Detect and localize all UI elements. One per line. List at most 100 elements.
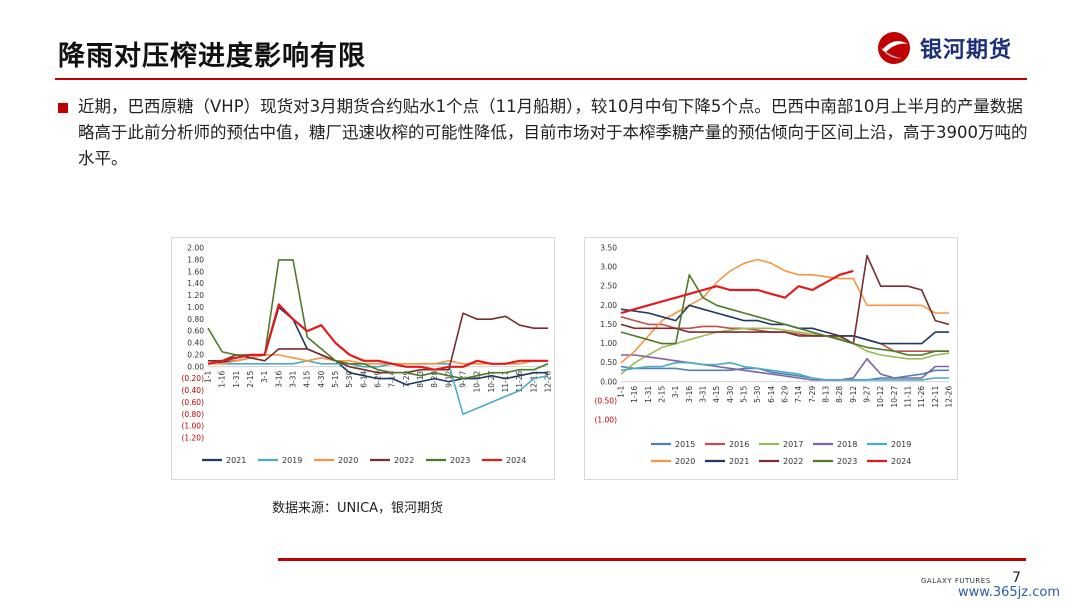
- x-tick-label: 11-26: [917, 386, 926, 408]
- x-tick-label: 9-27: [863, 386, 872, 403]
- y-tick-label: 1.00: [187, 303, 204, 312]
- legend-label: 2020: [675, 457, 695, 466]
- x-tick-label: 12-11: [931, 386, 940, 408]
- x-tick-label: 11-11: [501, 371, 510, 393]
- y-tick-label: 3.50: [600, 244, 617, 253]
- x-tick-label: 1-31: [232, 371, 241, 388]
- x-tick-label: 3-31: [289, 371, 298, 388]
- series-line-2023: [620, 274, 949, 356]
- legend-label: 2021: [729, 457, 749, 466]
- legend-label: 2019: [282, 456, 302, 465]
- galaxy-logo-icon: [878, 32, 910, 64]
- x-tick-label: 1-16: [218, 371, 227, 388]
- y-tick-label: 1.80: [187, 255, 204, 264]
- series-line-2024: [207, 303, 548, 371]
- series-line-2024: [620, 269, 854, 315]
- legend-label: 2023: [450, 456, 470, 465]
- y-tick-label: 3.00: [600, 263, 617, 272]
- x-tick-label: 12-26: [544, 371, 553, 393]
- page-title: 降雨对压榨进度影响有限: [58, 41, 366, 72]
- y-tick-label: (0.80): [181, 410, 204, 419]
- legend-label: 2023: [837, 457, 857, 466]
- x-tick-label: 11-26: [515, 371, 524, 393]
- x-tick-label: 1-31: [644, 386, 653, 403]
- chart-right-svg: 3.50 3.00 2.50 2.00 1.50 1.00 0.50 0.00 (0.50) (1…: [594, 244, 954, 467]
- x-tick-label: 10-27: [487, 371, 496, 393]
- legend-label: 2015: [675, 440, 695, 449]
- y-tick-label: 0.00: [600, 377, 617, 386]
- y-tick-label: 2.00: [187, 244, 204, 253]
- x-tick-label: 10-27: [890, 386, 899, 408]
- y-tick-label: 0.00: [187, 362, 204, 371]
- y-tick-label: 1.60: [187, 267, 204, 276]
- x-tick-label: 7-29: [402, 371, 411, 388]
- y-tick-label: 1.40: [187, 279, 204, 288]
- x-tick-label: 7-29: [808, 386, 817, 403]
- x-tick-label: 4-15: [303, 371, 312, 388]
- series-line-2020: [620, 258, 949, 364]
- x-tick-label: 4-30: [726, 386, 735, 403]
- bullet-text: 近期，巴西原糖（VHP）现货对3月期货合约贴水1个点（11月船期），较10月中旬…: [78, 97, 1028, 168]
- y-tick-label: 1.50: [600, 320, 617, 329]
- legend-label: 2017: [783, 440, 803, 449]
- x-tick-label: 3-31: [699, 386, 708, 403]
- bullet-marker: [58, 103, 68, 113]
- x-tick-label: 6-14: [767, 386, 776, 403]
- y-tick-label: (1.00): [594, 416, 617, 425]
- x-tick-label: 3-1: [260, 371, 269, 383]
- x-tick-label: 12-11: [529, 371, 538, 393]
- x-tick-label: 5-15: [331, 371, 340, 388]
- data-source: 数据来源：UNICA，银河期货: [272, 501, 444, 516]
- x-tick-label: 8-13: [416, 371, 425, 388]
- y-tick-label: (1.00): [181, 422, 204, 431]
- x-tick-label: 5-15: [740, 386, 749, 403]
- y-tick-label: (1.20): [181, 434, 204, 443]
- footer-brand: GALAXY FUTURES: [921, 577, 991, 585]
- y-tick-label: (0.50): [594, 396, 617, 405]
- title-divider: [55, 78, 1027, 80]
- series-line-2019: [208, 360, 549, 415]
- y-tick-label: 2.50: [600, 282, 617, 291]
- legend-label: 2020: [338, 456, 358, 465]
- legend-label: 2018: [837, 440, 857, 449]
- series-line-2019: [620, 361, 949, 381]
- x-tick-label: 5-30: [345, 371, 354, 388]
- legend-label: 2022: [394, 456, 414, 465]
- x-tick-label: 6-29: [781, 386, 790, 403]
- legend-label: 2022: [783, 457, 803, 466]
- x-tick-label: 6-14: [359, 371, 368, 388]
- x-tick-label: 4-30: [317, 371, 326, 388]
- y-tick-label: 0.20: [187, 350, 204, 359]
- x-tick-label: 5-30: [753, 386, 762, 403]
- series-line-2022: [620, 254, 950, 345]
- footer-divider: [278, 558, 1026, 561]
- chart-left: 2.00 1.80 1.60 1.40 1.20 1.00 0.80 0.60 0.40 0.20…: [171, 237, 555, 480]
- x-tick-label: 2-15: [246, 371, 255, 388]
- x-tick-label: 8-13: [822, 386, 831, 403]
- x-tick-label: 4-15: [712, 386, 721, 403]
- legend-label: 2019: [891, 440, 911, 449]
- legend-label: 2016: [729, 440, 749, 449]
- x-tick-label: 9-12: [444, 371, 453, 388]
- x-tick-label: 1-16: [630, 386, 639, 403]
- watermark: www.365jz.com: [958, 585, 1060, 600]
- series-line-2016: [620, 316, 949, 352]
- x-tick-label: 10-12: [473, 371, 482, 393]
- series-line-2018: [621, 354, 949, 381]
- y-tick-label: 2.00: [600, 301, 617, 310]
- legend-label: 2024: [506, 456, 526, 465]
- y-tick-label: (0.40): [181, 386, 204, 395]
- y-tick-label: 0.80: [187, 315, 204, 324]
- x-tick-label: 1-1: [617, 386, 626, 398]
- x-tick-label: 3-16: [274, 371, 283, 388]
- y-tick-label: 1.00: [600, 339, 617, 348]
- x-tick-label: 11-11: [904, 386, 913, 408]
- logo-text: 银河期货: [920, 38, 1013, 63]
- x-tick-label: 1-1: [204, 371, 213, 383]
- x-tick-label: 3-16: [685, 386, 694, 403]
- legend-label: 2021: [226, 456, 246, 465]
- x-tick-label: 2-15: [658, 386, 667, 403]
- chart-right: 3.50 3.00 2.50 2.00 1.50 1.00 0.50 0.00 (0.50) (1…: [584, 237, 958, 480]
- x-tick-label: 3-1: [671, 386, 680, 398]
- x-tick-label: 12-26: [945, 386, 954, 408]
